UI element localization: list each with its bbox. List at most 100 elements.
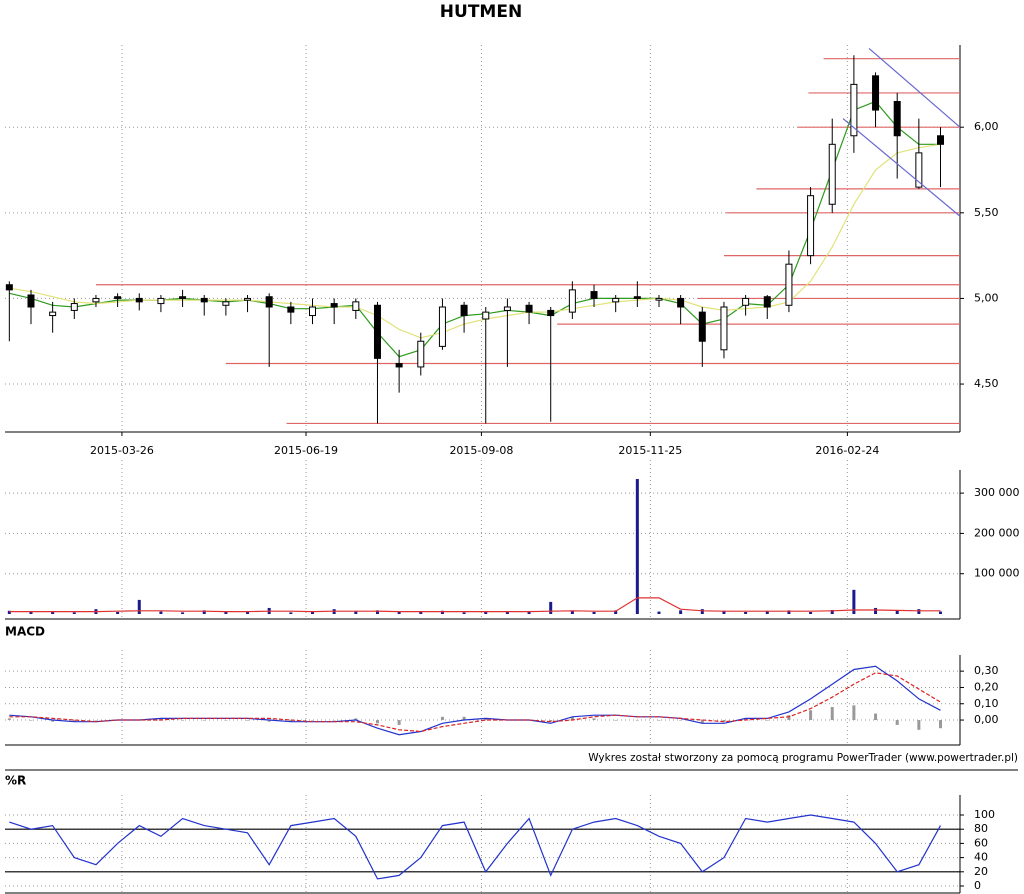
candle-body: [655, 297, 663, 301]
bar: [375, 610, 379, 614]
bar: [375, 720, 379, 724]
bar: [51, 720, 55, 722]
bar: [440, 610, 444, 614]
y-tick-label: 5,00: [974, 291, 999, 304]
bar: [874, 713, 878, 721]
bar: [852, 589, 856, 614]
y-tick-label: 0,30: [974, 664, 999, 677]
bar: [614, 610, 618, 614]
candle-body: [850, 83, 858, 137]
bar: [657, 611, 661, 614]
candle-body: [373, 304, 381, 359]
bar: [787, 715, 791, 721]
bar: [570, 610, 574, 614]
bar: [917, 720, 921, 730]
bar: [419, 611, 423, 614]
bar: [137, 599, 141, 614]
bar: [895, 610, 899, 614]
bar: [787, 610, 791, 614]
candle-body: [720, 306, 728, 351]
candle-body: [244, 297, 252, 301]
candle-body: [698, 311, 706, 342]
candle-body: [135, 297, 143, 303]
candle-body: [482, 311, 490, 320]
candle-body: [915, 152, 923, 188]
line-series: [9, 814, 942, 880]
bar: [852, 705, 856, 721]
bar: [722, 720, 726, 722]
y-tick-label: 0,10: [974, 697, 999, 710]
bar: [159, 611, 163, 614]
bar: [397, 611, 401, 614]
bar: [419, 720, 423, 721]
candle-body: [114, 296, 122, 299]
line-series: [9, 597, 941, 613]
line-series: [9, 143, 941, 339]
candle-body: [807, 195, 815, 257]
bar: [635, 479, 639, 614]
y-tick-label: 200 000: [974, 526, 1020, 539]
candle-body: [179, 296, 187, 299]
bar: [484, 718, 488, 721]
bar: [744, 718, 748, 721]
bar: [679, 720, 683, 721]
bar: [202, 610, 206, 614]
x-tick-label: 2016-02-24: [815, 444, 879, 457]
candle-body: [222, 301, 230, 306]
bar: [181, 612, 185, 614]
bar: [462, 612, 466, 614]
bar: [7, 718, 11, 721]
bar: [549, 601, 553, 614]
candle-body: [49, 311, 57, 317]
candle-body: [265, 296, 273, 308]
candle-body: [612, 297, 620, 303]
bar: [874, 607, 878, 614]
bar: [72, 720, 76, 722]
bar: [722, 610, 726, 614]
channel-line: [842, 118, 961, 217]
bar: [679, 610, 683, 614]
candle-body: [503, 306, 511, 311]
candle-body: [677, 297, 685, 308]
y-tick-label: 80: [974, 822, 988, 835]
panel-title: MACD: [5, 625, 45, 639]
bar: [527, 611, 531, 614]
bar: [744, 611, 748, 614]
candle-body: [417, 340, 425, 368]
bar: [939, 611, 943, 614]
bar: [505, 611, 509, 614]
bar: [72, 612, 76, 614]
bar: [332, 720, 336, 721]
bar: [830, 609, 834, 614]
candle-body: [395, 363, 403, 368]
candle-body: [872, 75, 880, 111]
bar: [311, 611, 315, 614]
candle-body: [92, 297, 100, 303]
y-tick-label: 4,50: [974, 377, 999, 390]
candle-body: [547, 309, 555, 317]
candle-body: [309, 306, 317, 317]
bar: [549, 720, 553, 722]
bar: [29, 720, 33, 721]
bar: [224, 611, 228, 614]
x-tick-label: 2015-03-26: [90, 444, 154, 457]
bar: [917, 609, 921, 614]
candle-body: [330, 303, 338, 308]
line-series: [9, 665, 941, 736]
candle-body: [5, 284, 13, 291]
bar: [354, 718, 358, 721]
bar: [267, 720, 271, 722]
bar: [809, 611, 813, 614]
candle-body: [937, 135, 945, 145]
y-tick-label: 20: [974, 865, 988, 878]
bar: [246, 720, 250, 721]
bar: [809, 710, 813, 721]
bar: [51, 611, 55, 614]
bar: [181, 720, 185, 721]
candle-body: [460, 304, 468, 317]
footer: Wykres został stworzony za pomocą progra…: [588, 752, 1018, 764]
bar: [311, 720, 315, 721]
y-tick-label: 100: [974, 808, 995, 821]
y-tick-label: 6,00: [974, 120, 999, 133]
